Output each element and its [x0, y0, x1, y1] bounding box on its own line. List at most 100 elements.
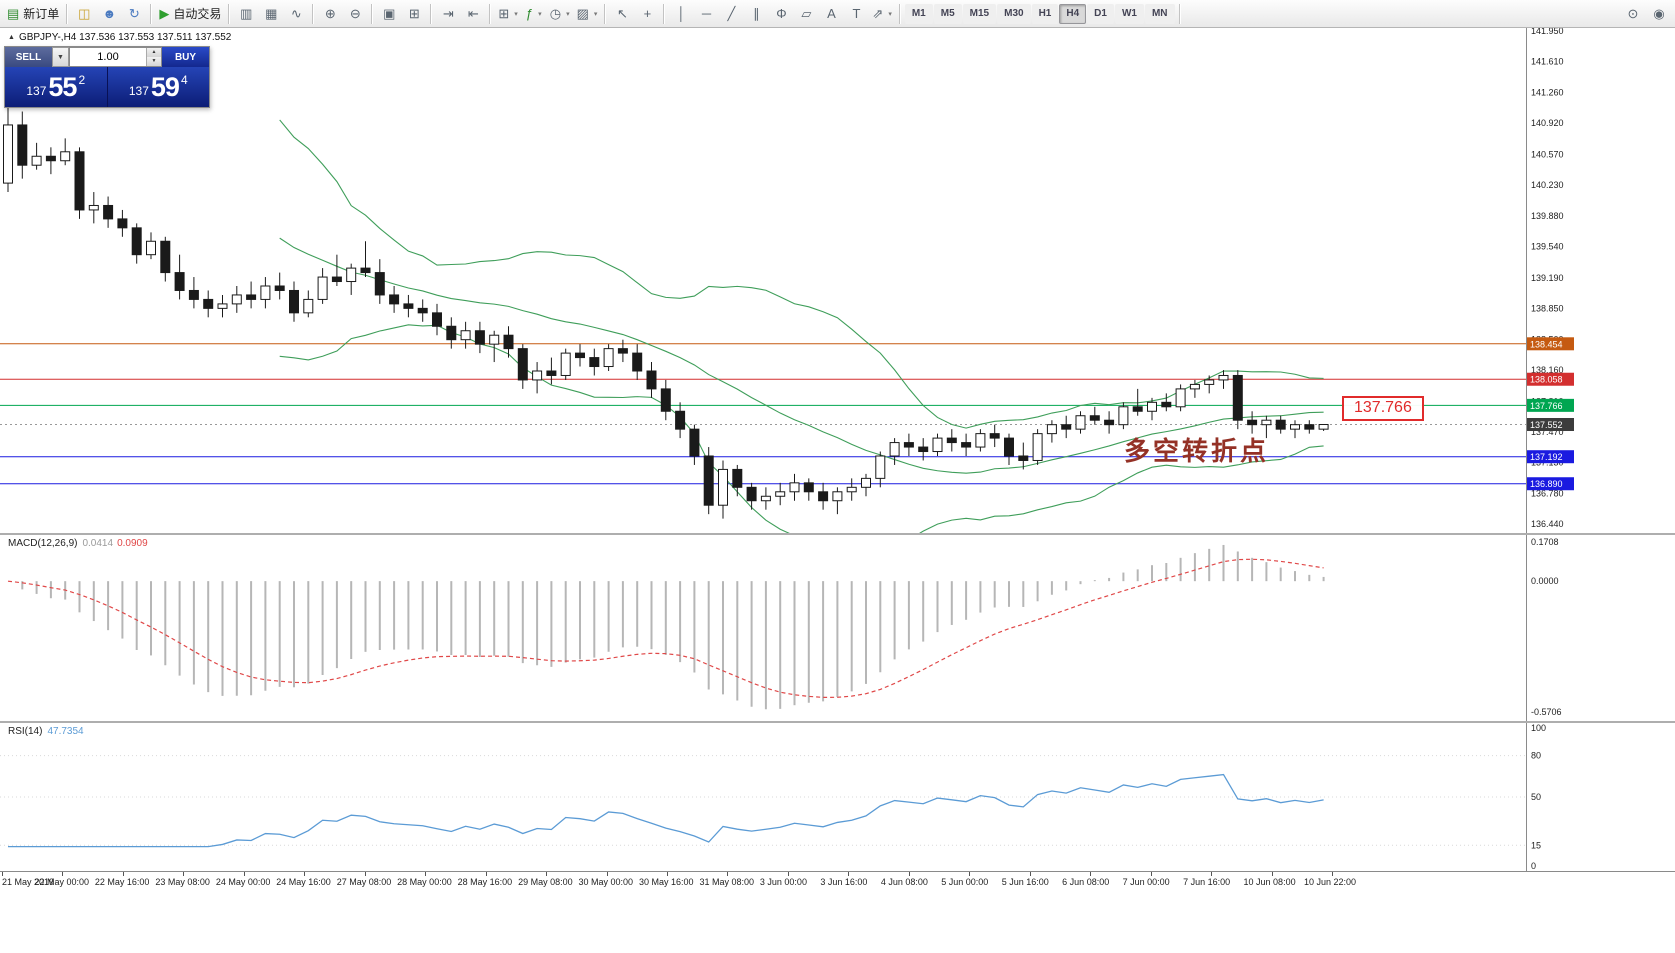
rsi-axis-label: 80: [1531, 751, 1541, 761]
bar-chart-icon[interactable]: ▥: [234, 3, 258, 25]
templates-icon[interactable]: ▨ ▾: [574, 3, 601, 25]
periods-icon[interactable]: ◷ ▾: [547, 3, 573, 25]
candlestick-chart-icon[interactable]: ▦: [259, 3, 283, 25]
sell-button[interactable]: SELL: [5, 47, 52, 67]
price-hline-label: [1527, 477, 1574, 491]
time-axis-label: 10 Jun 22:00: [1304, 877, 1357, 887]
price-hline-label-text: 138.058: [1530, 375, 1563, 385]
candle-body: [45, 155, 56, 162]
volume-down-button[interactable]: ▼: [147, 57, 161, 66]
rsi-axis-label: 0: [1531, 861, 1536, 871]
grid-icon[interactable]: ⊞: [402, 3, 426, 25]
trendline-icon[interactable]: ╱: [719, 3, 743, 25]
line-chart-icon[interactable]: ∿: [284, 3, 308, 25]
arrows-icon: ⇗: [872, 5, 884, 21]
auto-scroll-icon[interactable]: ⇥: [436, 3, 460, 25]
panel-separator[interactable]: [0, 533, 1675, 536]
candle-body: [1104, 419, 1115, 426]
rsi-indicator-label: RSI(14) 47.7354: [8, 726, 84, 737]
fibonacci-icon[interactable]: Φ: [769, 3, 793, 25]
profiles-icon[interactable]: ☻: [97, 3, 121, 25]
candle-body: [60, 151, 71, 162]
volume-up-button[interactable]: ▲: [147, 48, 161, 57]
sell-price-button[interactable]: 137 55 2: [5, 67, 108, 107]
buy-price-button[interactable]: 137 59 4: [107, 67, 209, 107]
turning-point-annotation[interactable]: 多空转折点: [1124, 436, 1270, 466]
timeframe-m1[interactable]: M1: [904, 3, 933, 24]
rsi-chart[interactable]: 100 80 50 15 0: [0, 723, 1675, 871]
candle-body: [1247, 419, 1258, 426]
crosshair-icon[interactable]: +: [635, 3, 659, 25]
shapes-icon[interactable]: ▱: [794, 3, 818, 25]
bollinger-upper-band: [279, 119, 1324, 429]
search-icon[interactable]: ⊙: [1621, 3, 1645, 25]
autotrade-button[interactable]: ▶ 自动交易: [156, 3, 224, 25]
macd-chart[interactable]: 0.1708 0.0000 -0.5706: [0, 535, 1675, 721]
zoom-out-icon[interactable]: ⊖: [343, 3, 367, 25]
candle-body: [31, 155, 42, 166]
time-axis-label: 5 Jun 00:00: [941, 877, 989, 887]
time-tick: [727, 872, 729, 876]
candle-body: [517, 348, 528, 381]
price-hline-label-text: 137.192: [1530, 452, 1563, 462]
timeframe-w1[interactable]: W1: [1114, 3, 1144, 24]
candle-body: [74, 151, 85, 211]
chart-shift-icon[interactable]: ⇤: [461, 3, 485, 25]
panel-separator[interactable]: [0, 721, 1675, 724]
candle-body: [617, 348, 628, 354]
cursor-icon[interactable]: ↖: [610, 3, 634, 25]
chart-profiles-icon[interactable]: ◫: [72, 3, 96, 25]
timeframe-d1[interactable]: D1: [1087, 3, 1114, 24]
candle-body: [818, 491, 829, 502]
order-type-dropdown[interactable]: ▼: [52, 47, 69, 67]
candle-body: [260, 285, 271, 300]
time-tick: [1271, 872, 1273, 876]
timeframe-m15[interactable]: M15: [962, 3, 997, 24]
candle-body: [1275, 419, 1286, 430]
candlestick-chart-icon: ▦: [265, 5, 278, 21]
indicators-icon[interactable]: ƒ ▾: [522, 3, 546, 25]
macd-axis-label: 0.0000: [1531, 576, 1559, 586]
volume-field-wrap: ▲ ▼: [69, 47, 162, 67]
refresh-icon[interactable]: ↻: [122, 3, 146, 25]
text-label-icon[interactable]: T: [844, 3, 868, 25]
toolbar-separator: [228, 3, 231, 24]
price-alert-annotation[interactable]: 137.766: [1342, 396, 1424, 421]
current-price-label-text: 137.552: [1530, 420, 1563, 430]
crosshair-icon: +: [643, 6, 652, 21]
candle-body: [975, 433, 986, 448]
main-chart[interactable]: 141.950 141.610 141.260 140.920 140.570 140.2…: [0, 28, 1675, 533]
one-click-trading-widget: SELL ▼ ▲ ▼ BUY 137 55 2 137 59 4: [4, 46, 210, 108]
timeframe-h4[interactable]: H4: [1059, 3, 1087, 24]
candle-body: [603, 348, 614, 368]
buy-button[interactable]: BUY: [162, 47, 209, 67]
candle-body: [889, 442, 900, 457]
volume-input[interactable]: [70, 48, 146, 66]
community-icon[interactable]: ◉: [1647, 3, 1671, 25]
line-chart-icon: ∿: [290, 5, 302, 21]
horizontal-line-icon[interactable]: ─: [694, 3, 718, 25]
rsi-axis-label: 15: [1531, 840, 1541, 850]
timeframe-mn[interactable]: MN: [1144, 3, 1175, 24]
time-axis[interactable]: 21 May 2019 22 May 00:00 22 May 16:00 23 Ma…: [0, 871, 1675, 892]
candle-body: [732, 468, 743, 488]
buy-price-sup: 4: [180, 73, 188, 87]
zoom-in-icon: ⊕: [324, 5, 336, 21]
new-chart-icon: ⊞: [498, 5, 510, 21]
new-order-button[interactable]: ▤ 新订单: [4, 3, 62, 25]
timeframe-h1[interactable]: H1: [1031, 3, 1059, 24]
tile-windows-icon[interactable]: ▣: [377, 3, 401, 25]
time-tick: [1211, 872, 1213, 876]
arrows-icon[interactable]: ⇗ ▾: [869, 3, 894, 25]
new-chart-icon[interactable]: ⊞ ▾: [495, 3, 520, 25]
channel-icon[interactable]: ∥: [744, 3, 768, 25]
text-icon[interactable]: A: [819, 3, 843, 25]
vertical-line-icon[interactable]: │: [669, 3, 693, 25]
timeframe-m30[interactable]: M30: [997, 3, 1031, 24]
time-axis-label: 10 Jun 08:00: [1243, 877, 1296, 887]
time-axis-label: 3 Jun 16:00: [820, 877, 868, 887]
timeframe-m5[interactable]: M5: [933, 3, 962, 24]
fibonacci-icon: Φ: [776, 6, 787, 21]
zoom-in-icon[interactable]: ⊕: [318, 3, 342, 25]
candle-body: [689, 428, 700, 457]
